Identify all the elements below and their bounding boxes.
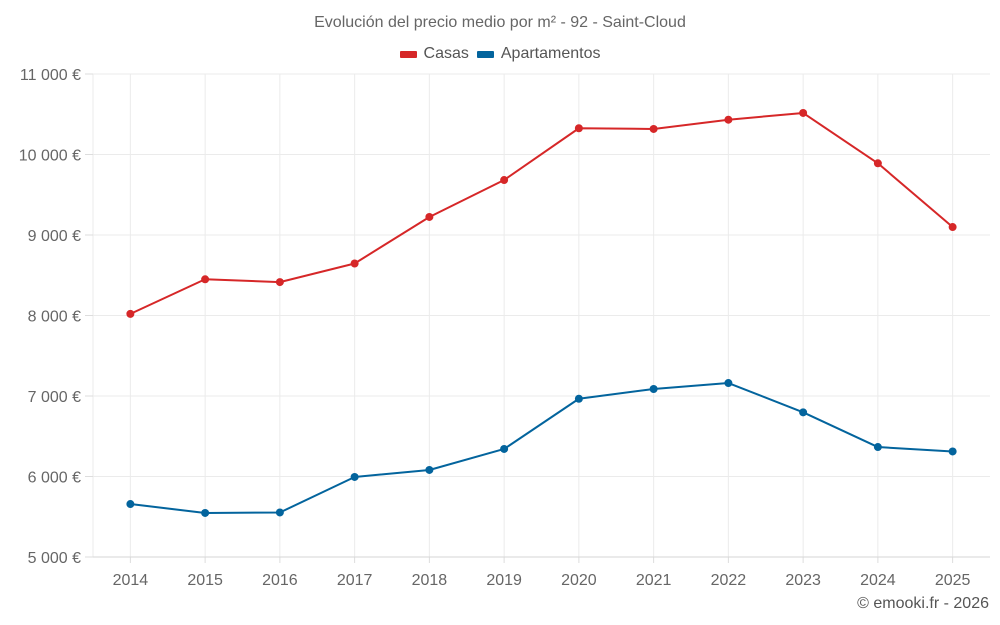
series-points <box>126 108 957 517</box>
legend-swatch-casas <box>399 50 417 58</box>
data-point-casas <box>425 212 434 221</box>
x-tick-label: 2019 <box>486 572 522 589</box>
data-point-apartamentos <box>275 508 284 517</box>
data-point-casas <box>126 309 135 318</box>
legend-item-apartamentos[interactable]: Apartamentos <box>476 45 601 63</box>
x-tick-label: 2014 <box>113 572 149 589</box>
data-point-casas <box>275 278 284 287</box>
data-point-casas <box>799 108 808 117</box>
data-point-casas <box>574 124 583 133</box>
data-point-casas <box>724 115 733 124</box>
data-point-apartamentos <box>649 384 658 393</box>
legend-swatch-apartamentos <box>476 50 494 58</box>
x-tick-label: 2020 <box>561 572 597 589</box>
data-point-casas <box>350 259 359 268</box>
y-tick-label: 6 000 € <box>28 470 81 487</box>
x-tick-label: 2022 <box>711 572 747 589</box>
axes: 5 000 € 6 000 € 7 000 € 8 000 € 9 000 € 10 00… <box>19 67 990 589</box>
data-point-casas <box>948 223 957 232</box>
data-point-apartamentos <box>799 408 808 417</box>
data-point-apartamentos <box>425 465 434 474</box>
data-point-casas <box>873 159 882 168</box>
series-line-apartamentos <box>130 382 953 514</box>
x-tick-label: 2023 <box>785 572 821 589</box>
data-point-apartamentos <box>574 394 583 403</box>
data-point-casas <box>500 176 509 185</box>
legend-label-casas: Casas <box>423 45 469 62</box>
x-tick-label: 2021 <box>636 572 672 589</box>
y-tick-label: 5 000 € <box>28 550 81 567</box>
legend: Casas Apartamentos <box>0 45 1000 63</box>
data-point-apartamentos <box>948 447 957 456</box>
chart-title: Evolución del precio medio por m² - 92 -… <box>314 14 686 31</box>
data-point-apartamentos <box>201 508 210 517</box>
series-lines <box>129 111 954 514</box>
legend-label-apartamentos: Apartamentos <box>500 45 601 62</box>
y-tick-label: 9 000 € <box>28 228 81 245</box>
credit-text: © emooki.fr - 2026 <box>857 595 989 612</box>
y-tick-label: 10 000 € <box>19 148 81 165</box>
grid <box>92 73 990 557</box>
data-point-apartamentos <box>724 379 733 388</box>
x-tick-label: 2025 <box>935 572 971 589</box>
x-tick-label: 2016 <box>262 572 298 589</box>
data-point-casas <box>201 275 210 284</box>
x-tick-label: 2015 <box>187 572 223 589</box>
x-tick-label: 2024 <box>860 572 896 589</box>
data-point-apartamentos <box>126 500 135 509</box>
data-point-casas <box>649 124 658 133</box>
legend-item-casas[interactable]: Casas <box>399 45 469 63</box>
y-tick-label: 8 000 € <box>28 309 81 326</box>
y-tick-label: 7 000 € <box>28 389 81 406</box>
series-line-casas <box>129 111 954 315</box>
x-tick-label: 2018 <box>412 572 448 589</box>
data-point-apartamentos <box>500 444 509 453</box>
data-point-apartamentos <box>350 472 359 481</box>
x-tick-label: 2017 <box>337 572 373 589</box>
y-tick-label: 11 000 € <box>20 67 81 84</box>
data-point-apartamentos <box>873 443 882 452</box>
